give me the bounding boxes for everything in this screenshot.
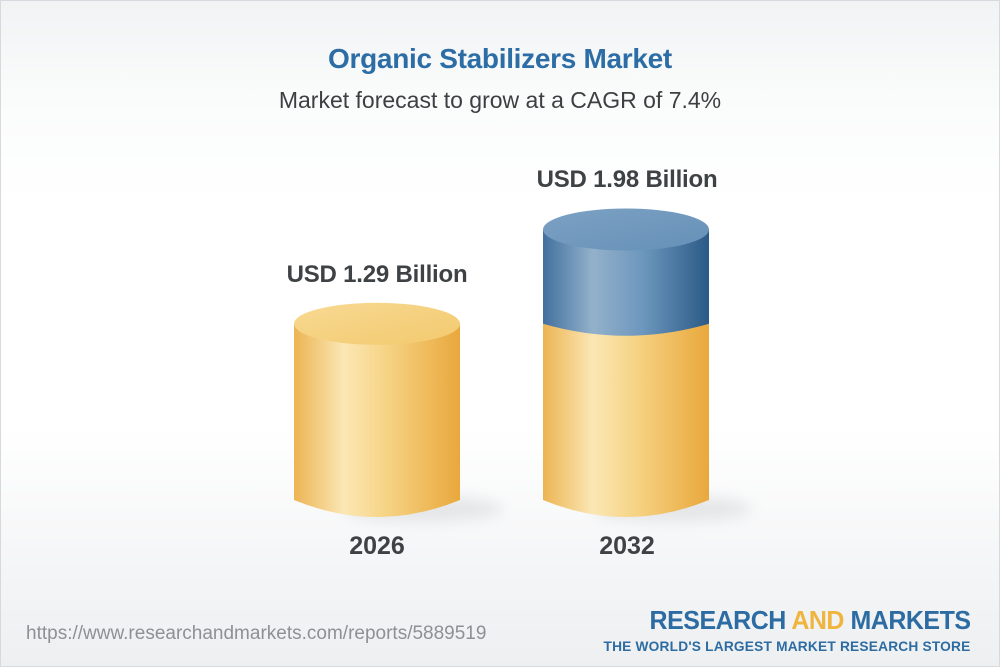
page-subtitle: Market forecast to grow at a CAGR of 7.4… [278,87,722,113]
value-label-2026: USD 1.29 Billion [286,261,468,288]
bar-2032-cylinder-top-face [543,208,709,251]
page-title: Organic Stabilizers Market [328,43,672,74]
logo-tagline: THE WORLD'S LARGEST MARKET RESEARCH STOR… [603,638,971,654]
value-label-2032: USD 1.98 Billion [536,166,718,193]
logo-word-markets: MARKETS [850,605,972,635]
logo-word-research: RESEARCH [650,605,787,635]
bar-2032-growth-segment [543,229,709,336]
bar-2026-cylinder-body [294,323,460,517]
bar-2032-base-segment [543,323,709,517]
research-and-markets-logo: RESEARCH AND MARKETS THE WORLD'S LARGEST… [596,605,972,654]
logo-word-and: AND [791,605,845,635]
axis-label-2026: 2026 [349,532,405,560]
bar-2026-cylinder-top-face [294,302,460,345]
axis-label-2032: 2032 [599,532,655,560]
logo-wordmark: RESEARCH AND MARKETS [611,605,971,636]
report-url: https://www.researchandmarkets.com/repor… [26,623,487,644]
